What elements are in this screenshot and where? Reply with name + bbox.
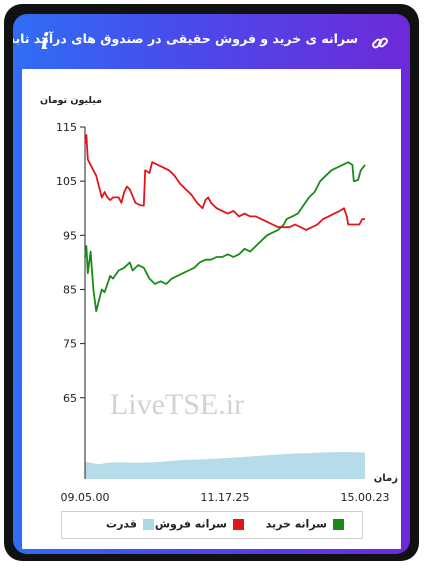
legend-swatch-sell <box>233 518 244 530</box>
chart-svg: میلیون تومان زمان LiveTSE.ir 115 105 95 85 7… <box>40 95 398 504</box>
power-area-layer <box>85 451 365 479</box>
series-area-power <box>85 451 365 479</box>
y-tick-label: 105 <box>56 175 77 188</box>
series-line-buy <box>84 161 366 312</box>
x-axis-label: زمان <box>374 473 398 484</box>
info-icon[interactable]: i <box>40 29 50 55</box>
legend-item-power[interactable]: قدرت <box>106 517 154 533</box>
legend-label-power: قدرت <box>106 517 137 531</box>
x-tick-label: 15.00.23 <box>341 491 390 504</box>
chart-area: میلیون تومان زمان LiveTSE.ir 115 105 95 85 7… <box>22 69 401 549</box>
y-tick-label: 95 <box>63 229 77 242</box>
legend-item-sell[interactable]: سرانه فروش <box>155 517 244 533</box>
legend-label-buy: سرانه خرید <box>265 517 327 531</box>
legend-swatch-buy <box>333 518 344 530</box>
y-axis-label: میلیون تومان <box>40 95 102 106</box>
legend-swatch-power <box>143 518 154 530</box>
x-tick-label: 11.17.25 <box>201 491 250 504</box>
chart-legend: سرانه خرید سرانه فروش قدرت <box>61 511 363 539</box>
y-tick-label: 65 <box>63 392 77 405</box>
widget-title: سرانه ی خرید و فروش حقیقی در صندوق های د… <box>13 31 358 46</box>
series-line-sell <box>84 134 365 231</box>
legend-item-buy[interactable]: سرانه خرید <box>266 517 344 533</box>
widget-header: i سرانه ی خرید و فروش حقیقی در صندوق های… <box>13 14 410 68</box>
tick-layer: 115 105 95 85 75 65 09.05.00 11.17.25 15.00.23 <box>56 121 389 504</box>
link-icon[interactable] <box>370 33 390 53</box>
y-tick-label: 115 <box>56 121 77 134</box>
series-layer <box>84 134 366 312</box>
watermark: LiveTSE.ir <box>110 388 244 421</box>
widget-card: i سرانه ی خرید و فروش حقیقی در صندوق های… <box>4 4 419 561</box>
legend-label-sell: سرانه فروش <box>154 517 227 531</box>
y-tick-label: 85 <box>63 283 77 296</box>
widget-panel: i سرانه ی خرید و فروش حقیقی در صندوق های… <box>13 14 410 554</box>
y-tick-label: 75 <box>63 338 77 351</box>
x-tick-label: 09.05.00 <box>61 491 110 504</box>
